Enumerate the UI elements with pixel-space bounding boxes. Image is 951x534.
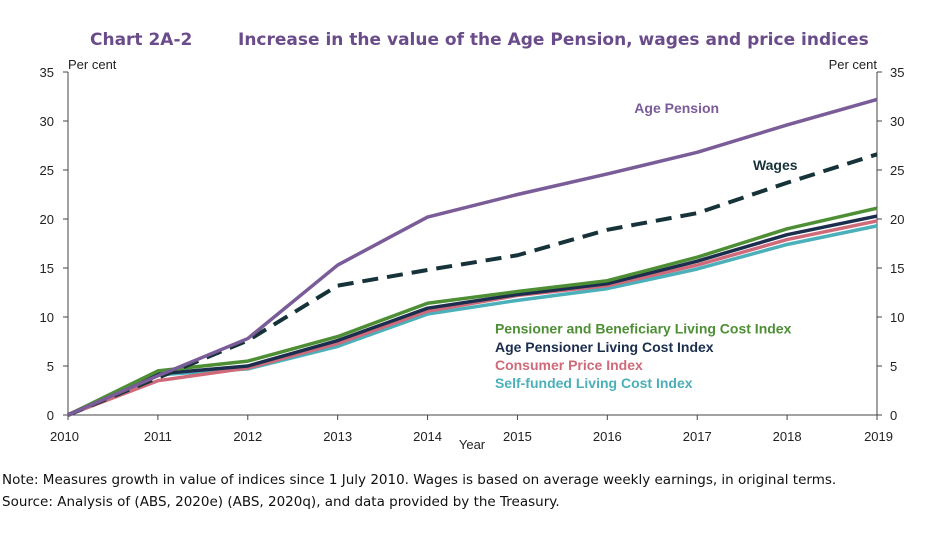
x-tick-label: 2010 — [50, 429, 79, 444]
y-tick-label-right: 35 — [890, 65, 904, 80]
series-line-consumer-price-index — [67, 219, 878, 417]
series-line-wages — [67, 152, 878, 417]
y-tick-label-right: 20 — [890, 212, 904, 227]
series-line-pensioner-and-beneficiary-living-cost-index — [67, 206, 878, 417]
y-tick-label-right: 0 — [890, 408, 897, 423]
y-tick-label-left: 35 — [40, 65, 54, 80]
series-label-wages: Wages — [753, 157, 798, 173]
series-label-pensioner-and-beneficiary-living-cost-index: Pensioner and Beneficiary Living Cost In… — [495, 321, 792, 337]
series-label-consumer-price-index: Consumer Price Index — [495, 357, 643, 373]
source-text: Source: Analysis of (ABS, 2020e) (ABS, 2… — [2, 494, 560, 510]
y-tick-label-right: 15 — [890, 261, 904, 276]
series-label-self-funded-living-cost-index: Self-funded Living Cost Index — [495, 375, 693, 391]
right-axis-unit: Per cent — [829, 57, 878, 72]
left-axis-unit: Per cent — [68, 57, 117, 72]
y-tick-label-left: 30 — [40, 114, 54, 129]
x-tick-label: 2012 — [233, 429, 262, 444]
y-tick-label-left: 25 — [40, 163, 54, 178]
chart: Chart 2A-2 Increase in the value of the … — [40, 30, 905, 452]
x-tick-label: 2015 — [503, 429, 532, 444]
x-tick-label: 2011 — [144, 429, 172, 444]
y-tick-label-left: 15 — [40, 261, 54, 276]
note-text: Note: Measures growth in value of indice… — [2, 472, 837, 488]
y-tick-label-right: 10 — [890, 310, 904, 325]
x-tick-label: 2016 — [593, 429, 622, 444]
axis-ticks: 0 0 5 5 10 10 15 15 20 20 25 25 30 30 35 35 2010 2011 2012… — [40, 65, 905, 444]
x-tick-label: 2014 — [413, 429, 442, 444]
x-tick-label: 2017 — [683, 429, 712, 444]
y-tick-label-left: 20 — [40, 212, 54, 227]
x-tick-label: 2019 — [864, 429, 893, 444]
y-tick-label-right: 5 — [890, 359, 897, 374]
y-tick-label-right: 30 — [890, 114, 904, 129]
y-tick-label-left: 0 — [47, 408, 54, 423]
y-tick-label-left: 5 — [47, 359, 54, 374]
series-line-age-pension — [67, 97, 878, 417]
series-labels: Age Pension Wages Pensioner and Beneficiar… — [495, 100, 798, 391]
x-axis-title: Year — [459, 437, 486, 452]
chart-title: Increase in the value of the Age Pension… — [238, 30, 869, 50]
x-tick-label: 2018 — [773, 429, 802, 444]
series-line-age-pensioner-living-cost-index — [67, 214, 878, 417]
series-lines — [67, 97, 878, 417]
series-label-age-pension: Age Pension — [634, 100, 719, 116]
series-label-age-pensioner-living-cost-index: Age Pensioner Living Cost Index — [495, 339, 714, 355]
chart-number: Chart 2A-2 — [90, 30, 192, 50]
series-line-self-funded-living-cost-index — [67, 224, 878, 417]
y-tick-label-right: 25 — [890, 163, 904, 178]
x-tick-label: 2013 — [323, 429, 352, 444]
notes: Note: Measures growth in value of indice… — [2, 469, 836, 513]
y-tick-label-left: 10 — [40, 310, 54, 325]
